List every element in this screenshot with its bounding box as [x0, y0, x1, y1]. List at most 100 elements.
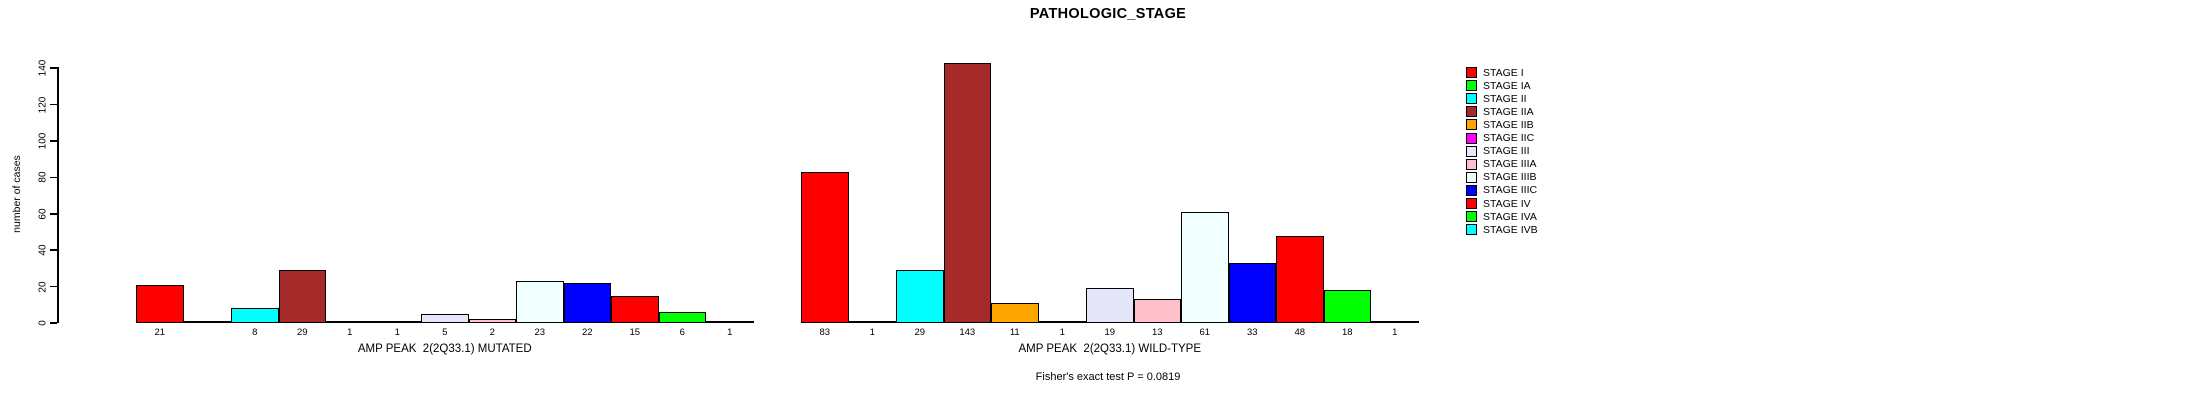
- bar-wild-type-stage-iv: [1276, 236, 1324, 323]
- bar-mutated-stage-iii: [421, 314, 469, 323]
- bar-wild-type-stage-iiib: [1181, 212, 1229, 323]
- legend-swatch-stage-i: [1466, 67, 1477, 78]
- legend-swatch-stage-ia: [1466, 80, 1477, 92]
- y-tick-label: 0: [37, 320, 49, 326]
- legend-label-stage-iv: STAGE IV: [1483, 197, 1531, 210]
- x-axis-label-wild-type: AMP PEAK 2(2Q33.1) WILD-TYPE: [1018, 343, 1202, 355]
- bar-count-mutated-stage-iiib: 23: [534, 327, 546, 338]
- legend-swatch-stage-ii: [1466, 93, 1477, 105]
- bar-mutated-stage-iv: [611, 296, 659, 323]
- fisher-test-note: Fisher's exact test P = 0.0819: [1035, 371, 1181, 383]
- legend-label-stage-iia: STAGE IIA: [1483, 105, 1534, 118]
- bar-mutated-stage-iib: [326, 321, 374, 323]
- y-tick-label: 80: [37, 171, 49, 183]
- legend-label-stage-i: STAGE I: [1483, 66, 1524, 79]
- legend-item-stage-ia: STAGE IA: [1466, 79, 1576, 92]
- bar-wild-type-stage-ii: [896, 270, 944, 323]
- bar-mutated-stage-iiic: [563, 283, 611, 323]
- bar-count-mutated-stage-iva: 6: [679, 327, 685, 338]
- bar-wild-type-stage-i: [801, 172, 849, 323]
- y-axis-line: [57, 67, 59, 323]
- bar-count-wild-type-stage-ii: 29: [914, 327, 926, 338]
- bar-wild-type-stage-iiic: [1228, 263, 1276, 323]
- bar-count-wild-type-stage-iia: 143: [959, 327, 976, 338]
- bar-wild-type-stage-iiia: [1133, 299, 1181, 323]
- legend-item-stage-iiia: STAGE IIIA: [1466, 158, 1576, 171]
- legend-item-stage-iiic: STAGE IIIC: [1466, 184, 1576, 197]
- bar-wild-type-stage-iib: [991, 303, 1039, 323]
- legend-swatch-stage-iiia: [1466, 158, 1477, 170]
- legend-item-stage-ii: STAGE II: [1466, 92, 1576, 105]
- bar-count-wild-type-stage-iva: 18: [1341, 327, 1353, 338]
- bar-mutated-stage-iva: [658, 312, 706, 323]
- bar-wild-type-stage-iva: [1323, 290, 1371, 323]
- legend-item-stage-iib: STAGE IIB: [1466, 118, 1576, 131]
- bar-count-wild-type-stage-ia: 1: [869, 327, 875, 338]
- legend-label-stage-iva: STAGE IVA: [1483, 210, 1537, 223]
- y-tick-label: 140: [37, 59, 49, 77]
- bar-wild-type-stage-ia: [848, 321, 896, 323]
- y-tick-mark: [50, 140, 57, 142]
- legend-label-stage-iiic: STAGE IIIC: [1483, 184, 1538, 197]
- bar-count-wild-type-stage-iiib: 61: [1199, 327, 1211, 338]
- legend-label-stage-iib: STAGE IIB: [1483, 118, 1534, 131]
- bar-count-wild-type-stage-iii: 19: [1104, 327, 1116, 338]
- bar-count-mutated-stage-i: 21: [154, 327, 166, 338]
- y-tick-mark: [50, 176, 57, 179]
- y-tick-label: 40: [37, 244, 49, 256]
- y-tick-mark: [50, 285, 57, 288]
- bar-count-mutated-stage-iv: 15: [629, 327, 641, 338]
- bar-count-mutated-stage-iii: 5: [442, 327, 448, 338]
- y-tick-mark: [50, 213, 57, 215]
- y-tick-label: 60: [37, 208, 49, 220]
- legend-swatch-stage-iic: [1466, 132, 1477, 144]
- bar-count-wild-type-stage-iv: 48: [1294, 327, 1306, 338]
- bar-wild-type-stage-iii: [1086, 288, 1134, 323]
- legend-label-stage-iiib: STAGE IIIB: [1483, 171, 1537, 184]
- y-tick-mark: [50, 103, 57, 106]
- legend-label-stage-ivb: STAGE IVB: [1483, 223, 1538, 236]
- bar-mutated-stage-iia: [278, 270, 326, 323]
- y-axis-label: number of cases: [11, 155, 23, 233]
- legend-swatch-stage-iib: [1466, 119, 1477, 131]
- bar-count-wild-type-stage-ivb: 1: [1392, 327, 1398, 338]
- bar-count-wild-type-stage-i: 83: [819, 327, 831, 338]
- bar-count-wild-type-stage-iiia: 13: [1151, 327, 1163, 338]
- legend-swatch-stage-iiic: [1466, 184, 1477, 196]
- bar-count-mutated-stage-ivb: 1: [727, 327, 733, 338]
- bar-count-mutated-stage-iib: 1: [347, 327, 353, 338]
- legend-label-stage-ia: STAGE IA: [1483, 79, 1531, 92]
- bar-count-mutated-stage-iia: 29: [296, 327, 308, 338]
- bar-count-mutated-stage-iiia: 2: [489, 327, 495, 338]
- legend-label-stage-ii: STAGE II: [1483, 92, 1527, 105]
- legend-label-stage-iii: STAGE III: [1483, 145, 1530, 158]
- y-tick-label: 20: [37, 281, 49, 293]
- legend-item-stage-iic: STAGE IIC: [1466, 132, 1576, 145]
- bar-wild-type-stage-iic: [1038, 321, 1086, 323]
- legend-swatch-stage-iii: [1466, 145, 1477, 157]
- legend-label-stage-iiia: STAGE IIIA: [1483, 158, 1537, 171]
- legend-item-stage-iii: STAGE III: [1466, 145, 1576, 158]
- chart-title: PATHOLOGIC_STAGE: [1029, 6, 1187, 22]
- bar-mutated-stage-ivb: [706, 321, 754, 323]
- bar-count-wild-type-stage-iib: 11: [1009, 327, 1020, 338]
- bar-mutated-stage-iiia: [468, 319, 516, 323]
- y-tick-mark: [50, 249, 57, 251]
- bar-mutated-stage-i: [136, 285, 184, 323]
- legend-item-stage-iiib: STAGE IIIB: [1466, 171, 1576, 184]
- legend-label-stage-iic: STAGE IIC: [1483, 132, 1535, 144]
- legend-swatch-stage-iv: [1466, 198, 1477, 209]
- legend-swatch-stage-iva: [1466, 211, 1477, 223]
- bar-mutated-stage-iiib: [516, 281, 564, 323]
- legend-item-stage-iia: STAGE IIA: [1466, 105, 1576, 118]
- y-tick-mark: [50, 322, 57, 324]
- bar-mutated-stage-iic: [373, 321, 421, 323]
- legend-item-stage-iva: STAGE IVA: [1466, 210, 1576, 223]
- x-axis-label-mutated: AMP PEAK 2(2Q33.1) MUTATED: [357, 343, 532, 355]
- y-tick-mark: [50, 67, 57, 69]
- legend-swatch-stage-iia: [1466, 106, 1477, 118]
- y-tick-label: 100: [37, 132, 49, 150]
- legend-item-stage-i: STAGE I: [1466, 66, 1576, 79]
- bar-mutated-stage-ii: [231, 308, 279, 323]
